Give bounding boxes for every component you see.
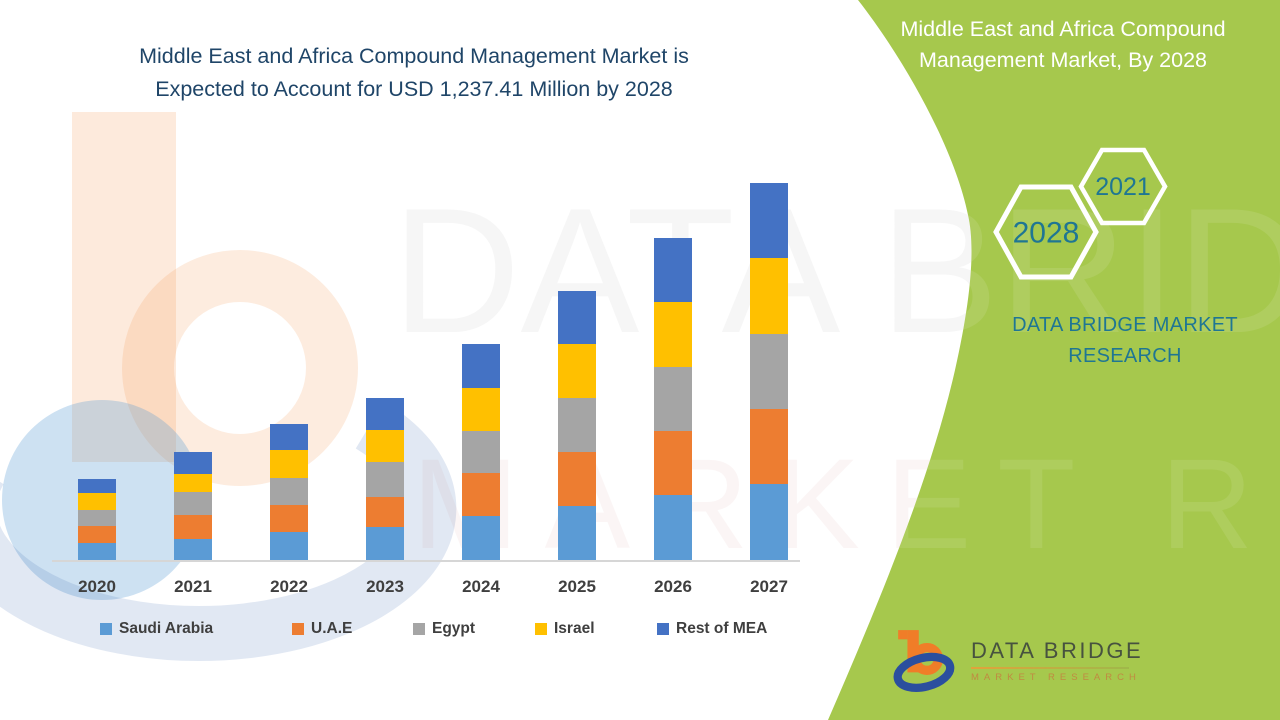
chart-title-line2: Expected to Account for USD 1,237.41 Mil… [155,77,673,101]
logo-text-block: DATA BRIDGE MARKET RESEARCH [971,628,1143,683]
x-axis-line [52,560,800,562]
bar-segment-2025-u-a-e [558,452,596,506]
legend-label: Israel [554,620,595,637]
bar-segment-2021-egypt [174,492,212,515]
bar-2020 [78,479,116,560]
chart-title: Middle East and Africa Compound Manageme… [28,40,800,106]
bar-segment-2025-israel [558,344,596,398]
legend-swatch [535,623,547,635]
brand-caps-line2: RESEARCH [1068,345,1182,367]
legend-swatch [413,623,425,635]
bar-segment-2022-israel [270,450,308,478]
bar-segment-2027-u-a-e [750,409,788,484]
bar-segment-2026-israel [654,302,692,367]
bar-segment-2023-israel [366,430,404,462]
legend-item-u-a-e: U.A.E [292,620,352,638]
logo-subtitle: MARKET RESEARCH [971,672,1141,683]
x-axis-labels: 2020 2021 2022 2023 2024 2025 2026 2027 [52,577,812,601]
bar-segment-2022-saudi-arabia [270,532,308,560]
bar-segment-2022-egypt [270,478,308,505]
bar-segment-2020-israel [78,493,116,510]
legend-label: Egypt [432,620,476,637]
bar-segment-2027-egypt [750,334,788,409]
bar-segment-2026-saudi-arabia [654,495,692,560]
bar-segment-2024-israel [462,388,500,431]
x-axis-label-2022: 2022 [270,577,308,596]
logo-underline [971,667,1129,669]
bar-segment-2024-egypt [462,431,500,473]
bar-segment-2020-u-a-e [78,526,116,543]
bar-segment-2027-israel [750,258,788,334]
bar-segment-2027-rest-of-mea [750,183,788,258]
legend-item-israel: Israel [535,620,595,638]
green-panel-shape [828,0,1280,720]
legend-swatch [657,623,669,635]
legend-item-saudi-arabia: Saudi Arabia [100,620,213,638]
hexagon-2028: 2028 [993,184,1099,280]
legend-swatch [292,623,304,635]
hexagon-2021: 2021 [1078,147,1168,226]
logo-name: DATA BRIDGE [971,638,1144,663]
brand-caps-line1: DATA BRIDGE MARKET [1012,314,1238,336]
x-axis-label-2026: 2026 [654,577,692,596]
bar-2027 [750,183,788,560]
brand-caps-text: DATA BRIDGE MARKET RESEARCH [955,310,1280,372]
bar-2026 [654,238,692,560]
hexagon-2028-label: 2028 [1013,217,1080,250]
bar-segment-2026-egypt [654,367,692,431]
panel-title: Middle East and Africa Compound Manageme… [880,14,1246,76]
bar-segment-2022-rest-of-mea [270,424,308,450]
bar-segment-2022-u-a-e [270,505,308,532]
chart-title-line1: Middle East and Africa Compound Manageme… [139,44,689,68]
bar-segment-2024-saudi-arabia [462,516,500,560]
bar-segment-2025-egypt [558,398,596,452]
x-axis-label-2024: 2024 [462,577,500,596]
legend-label: Rest of MEA [676,620,768,637]
hexagon-badges: 2021 2028 [993,147,1168,280]
panel-title-line2: Management Market, By 2028 [918,48,1207,72]
bar-segment-2026-u-a-e [654,431,692,495]
legend-swatch [100,623,112,635]
legend-label: U.A.E [311,620,353,637]
bar-segment-2023-rest-of-mea [366,398,404,430]
bar-segment-2020-saudi-arabia [78,543,116,560]
bar-segment-2024-rest-of-mea [462,344,500,388]
x-axis-label-2023: 2023 [366,577,404,596]
bar-2021 [174,452,212,560]
bar-segment-2020-egypt [78,510,116,526]
x-axis-label-2025: 2025 [558,577,596,596]
bar-2023 [366,398,404,560]
legend-item-rest-of-mea: Rest of MEA [657,620,767,638]
data-bridge-logo: DATA BRIDGE MARKET RESEARCH [893,628,1143,692]
x-axis-label-2020: 2020 [78,577,116,596]
bar-segment-2020-rest-of-mea [78,479,116,493]
bar-segment-2021-saudi-arabia [174,539,212,560]
plot-area [52,183,802,560]
bar-segment-2025-rest-of-mea [558,291,596,344]
bar-segment-2025-saudi-arabia [558,506,596,560]
bar-segment-2024-u-a-e [462,473,500,516]
bar-segment-2026-rest-of-mea [654,238,692,302]
bar-segment-2021-u-a-e [174,515,212,539]
bar-2024 [462,344,500,560]
legend-item-egypt: Egypt [413,620,475,638]
panel-title-line1: Middle East and Africa Compound [900,17,1226,41]
bar-2022 [270,424,308,560]
bar-2025 [558,291,596,560]
x-axis-label-2021: 2021 [174,577,212,596]
hexagon-2021-label: 2021 [1095,173,1151,201]
x-axis-label-2027: 2027 [750,577,788,596]
chart-legend: Saudi Arabia U.A.E Egypt Israel Rest of MEA [52,620,822,642]
legend-label: Saudi Arabia [119,620,214,637]
bar-segment-2021-israel [174,474,212,492]
bar-segment-2021-rest-of-mea [174,452,212,474]
data-bridge-logo-icon [893,630,955,692]
bar-segment-2023-u-a-e [366,497,404,527]
bar-segment-2023-saudi-arabia [366,527,404,560]
bar-segment-2023-egypt [366,462,404,497]
bar-segment-2027-saudi-arabia [750,484,788,560]
